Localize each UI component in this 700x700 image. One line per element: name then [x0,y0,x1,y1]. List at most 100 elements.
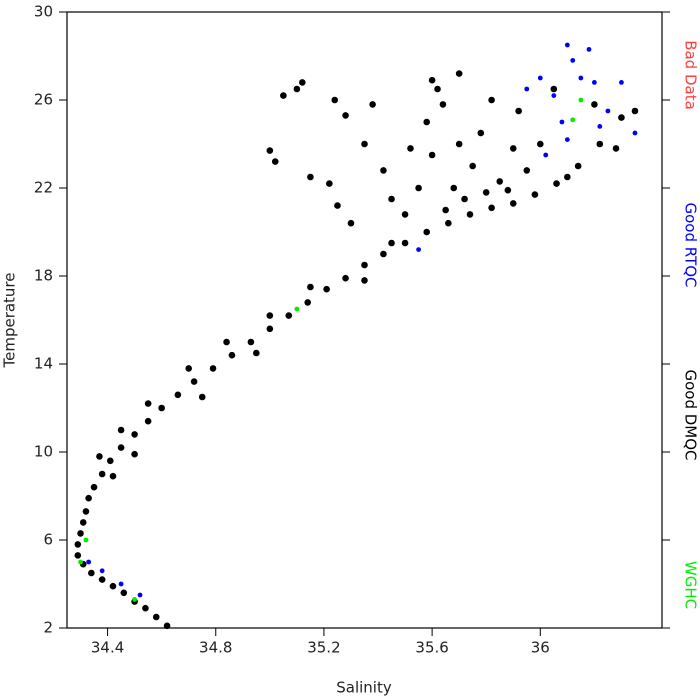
point [280,92,287,99]
point [482,189,490,196]
point [90,483,98,491]
point [455,70,463,77]
point [445,219,452,227]
x-axis-label: Salinity [336,679,392,697]
point [380,167,387,174]
point [118,581,124,587]
point [369,101,376,108]
point [553,180,560,187]
point [98,470,106,478]
point [85,494,92,502]
point [564,42,570,48]
y-tick-label: 22 [34,179,53,197]
point [98,576,106,583]
point [434,85,441,93]
point [564,137,570,143]
point [515,107,522,115]
point [586,47,592,52]
point [82,508,90,515]
point [293,85,301,93]
x-tick-label: 35.2 [307,639,340,657]
point [304,299,312,306]
legend-label: WGHC [682,561,700,609]
point [266,147,274,154]
point [523,167,531,174]
y-tick-label: 30 [34,3,53,21]
point [559,119,565,125]
point [77,530,84,537]
point [185,365,193,372]
point [466,211,474,218]
point [163,622,171,630]
point [550,85,558,93]
point [469,162,476,170]
point [74,541,82,548]
point [428,151,436,159]
x-tick-label: 35.6 [415,639,448,657]
point [109,472,117,480]
point [86,559,92,565]
point [380,250,387,258]
point [144,400,152,407]
point [298,79,306,86]
point [334,202,341,209]
point [253,349,260,357]
point [574,162,582,170]
point [326,180,333,187]
point [415,184,422,192]
point [137,592,143,598]
point [461,195,468,203]
point [597,124,603,129]
point [342,274,349,282]
point [78,559,83,565]
point [536,140,544,148]
point [132,597,138,602]
point [120,589,128,597]
y-axis-label: Temperature [1,272,19,368]
point [99,568,105,574]
point [266,325,274,333]
point [307,283,314,291]
point [537,75,543,81]
point [531,191,539,198]
point [198,393,206,401]
point [605,108,611,114]
point [401,211,409,218]
point [570,117,576,123]
point [158,404,165,412]
legend-label: Good RTQC [682,202,700,287]
y-tick-label: 10 [34,443,53,461]
point [361,140,368,148]
point [228,351,236,359]
point [294,306,300,312]
point [361,277,368,284]
x-tick-label: 34.8 [199,639,232,657]
point [347,219,355,227]
point [174,391,182,399]
y-tick-label: 14 [34,355,53,373]
point [106,457,114,465]
x-tick-label: 36 [531,639,550,657]
point [450,184,458,192]
point [591,80,597,85]
point [504,186,512,194]
x-tick-label: 34.4 [91,639,124,657]
point [596,140,604,148]
point [88,569,95,577]
point [96,453,103,460]
point [551,93,557,98]
point [83,537,89,543]
y-tick-label: 26 [34,91,53,109]
point [591,101,598,108]
point [109,582,117,590]
legend-label: Good DMQC [682,369,700,460]
point [439,101,447,108]
point [266,312,274,319]
point [612,145,620,152]
point [388,195,395,203]
point [247,338,255,346]
point [331,96,339,104]
point [509,200,517,207]
point [496,178,504,185]
